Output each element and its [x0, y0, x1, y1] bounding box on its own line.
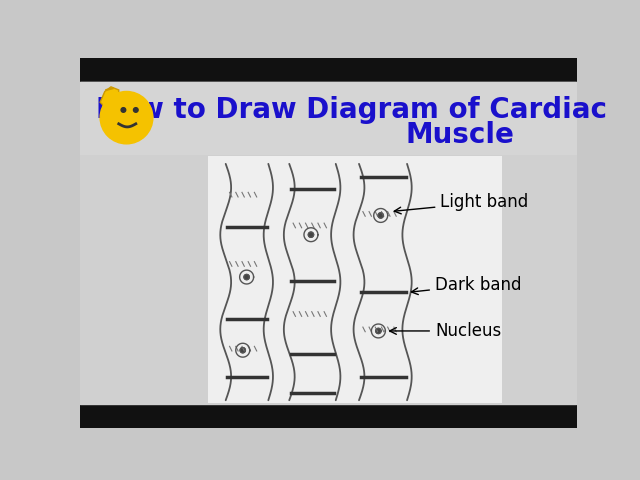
- Polygon shape: [244, 275, 249, 280]
- Polygon shape: [208, 156, 502, 403]
- Polygon shape: [100, 87, 119, 107]
- Text: How to Draw Diagram of Cardiac: How to Draw Diagram of Cardiac: [96, 96, 607, 124]
- Polygon shape: [240, 348, 245, 353]
- Text: Nucleus: Nucleus: [390, 322, 501, 340]
- Circle shape: [100, 92, 153, 144]
- Polygon shape: [121, 108, 125, 112]
- Text: Light band: Light band: [394, 193, 529, 214]
- Polygon shape: [308, 232, 314, 237]
- Polygon shape: [378, 213, 383, 218]
- Text: Muscle: Muscle: [405, 120, 514, 149]
- Polygon shape: [134, 108, 138, 112]
- Text: Dark band: Dark band: [412, 276, 522, 295]
- Polygon shape: [376, 328, 381, 334]
